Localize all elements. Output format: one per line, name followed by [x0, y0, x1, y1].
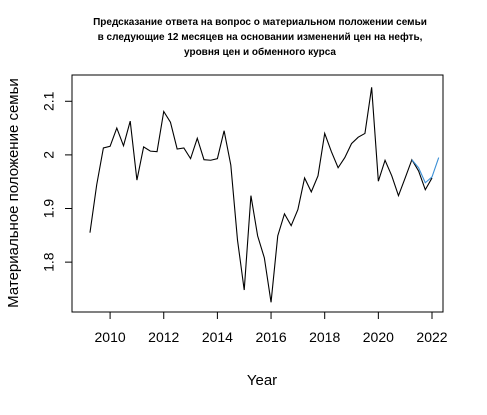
series-line [411, 157, 440, 184]
series-line [89, 87, 433, 303]
x-tick-label: 2020 [363, 329, 394, 345]
chart-title: уровня цен и обменного курса [184, 46, 336, 58]
y-tick-label: 1.9 [41, 199, 57, 219]
x-tick-label: 2010 [95, 329, 126, 345]
chart-title: Предсказание ответа на вопрос о материал… [93, 17, 427, 28]
x-axis-label: Year [247, 372, 277, 389]
x-tick-label: 2014 [202, 329, 233, 345]
plot-box [71, 74, 444, 313]
y-tick-label: 2.1 [41, 91, 57, 111]
x-tick-label: 2016 [255, 329, 286, 345]
y-tick-label: 1.8 [41, 252, 57, 272]
x-tick-label: 2018 [309, 329, 340, 345]
chart-title: в следующие 12 месяцев на основании изме… [98, 31, 423, 43]
y-axis-label: Материальное положение семьи [5, 78, 22, 308]
x-tick-label: 2022 [416, 329, 447, 345]
y-tick-label: 2 [41, 151, 57, 159]
x-tick-label: 2012 [148, 329, 179, 345]
